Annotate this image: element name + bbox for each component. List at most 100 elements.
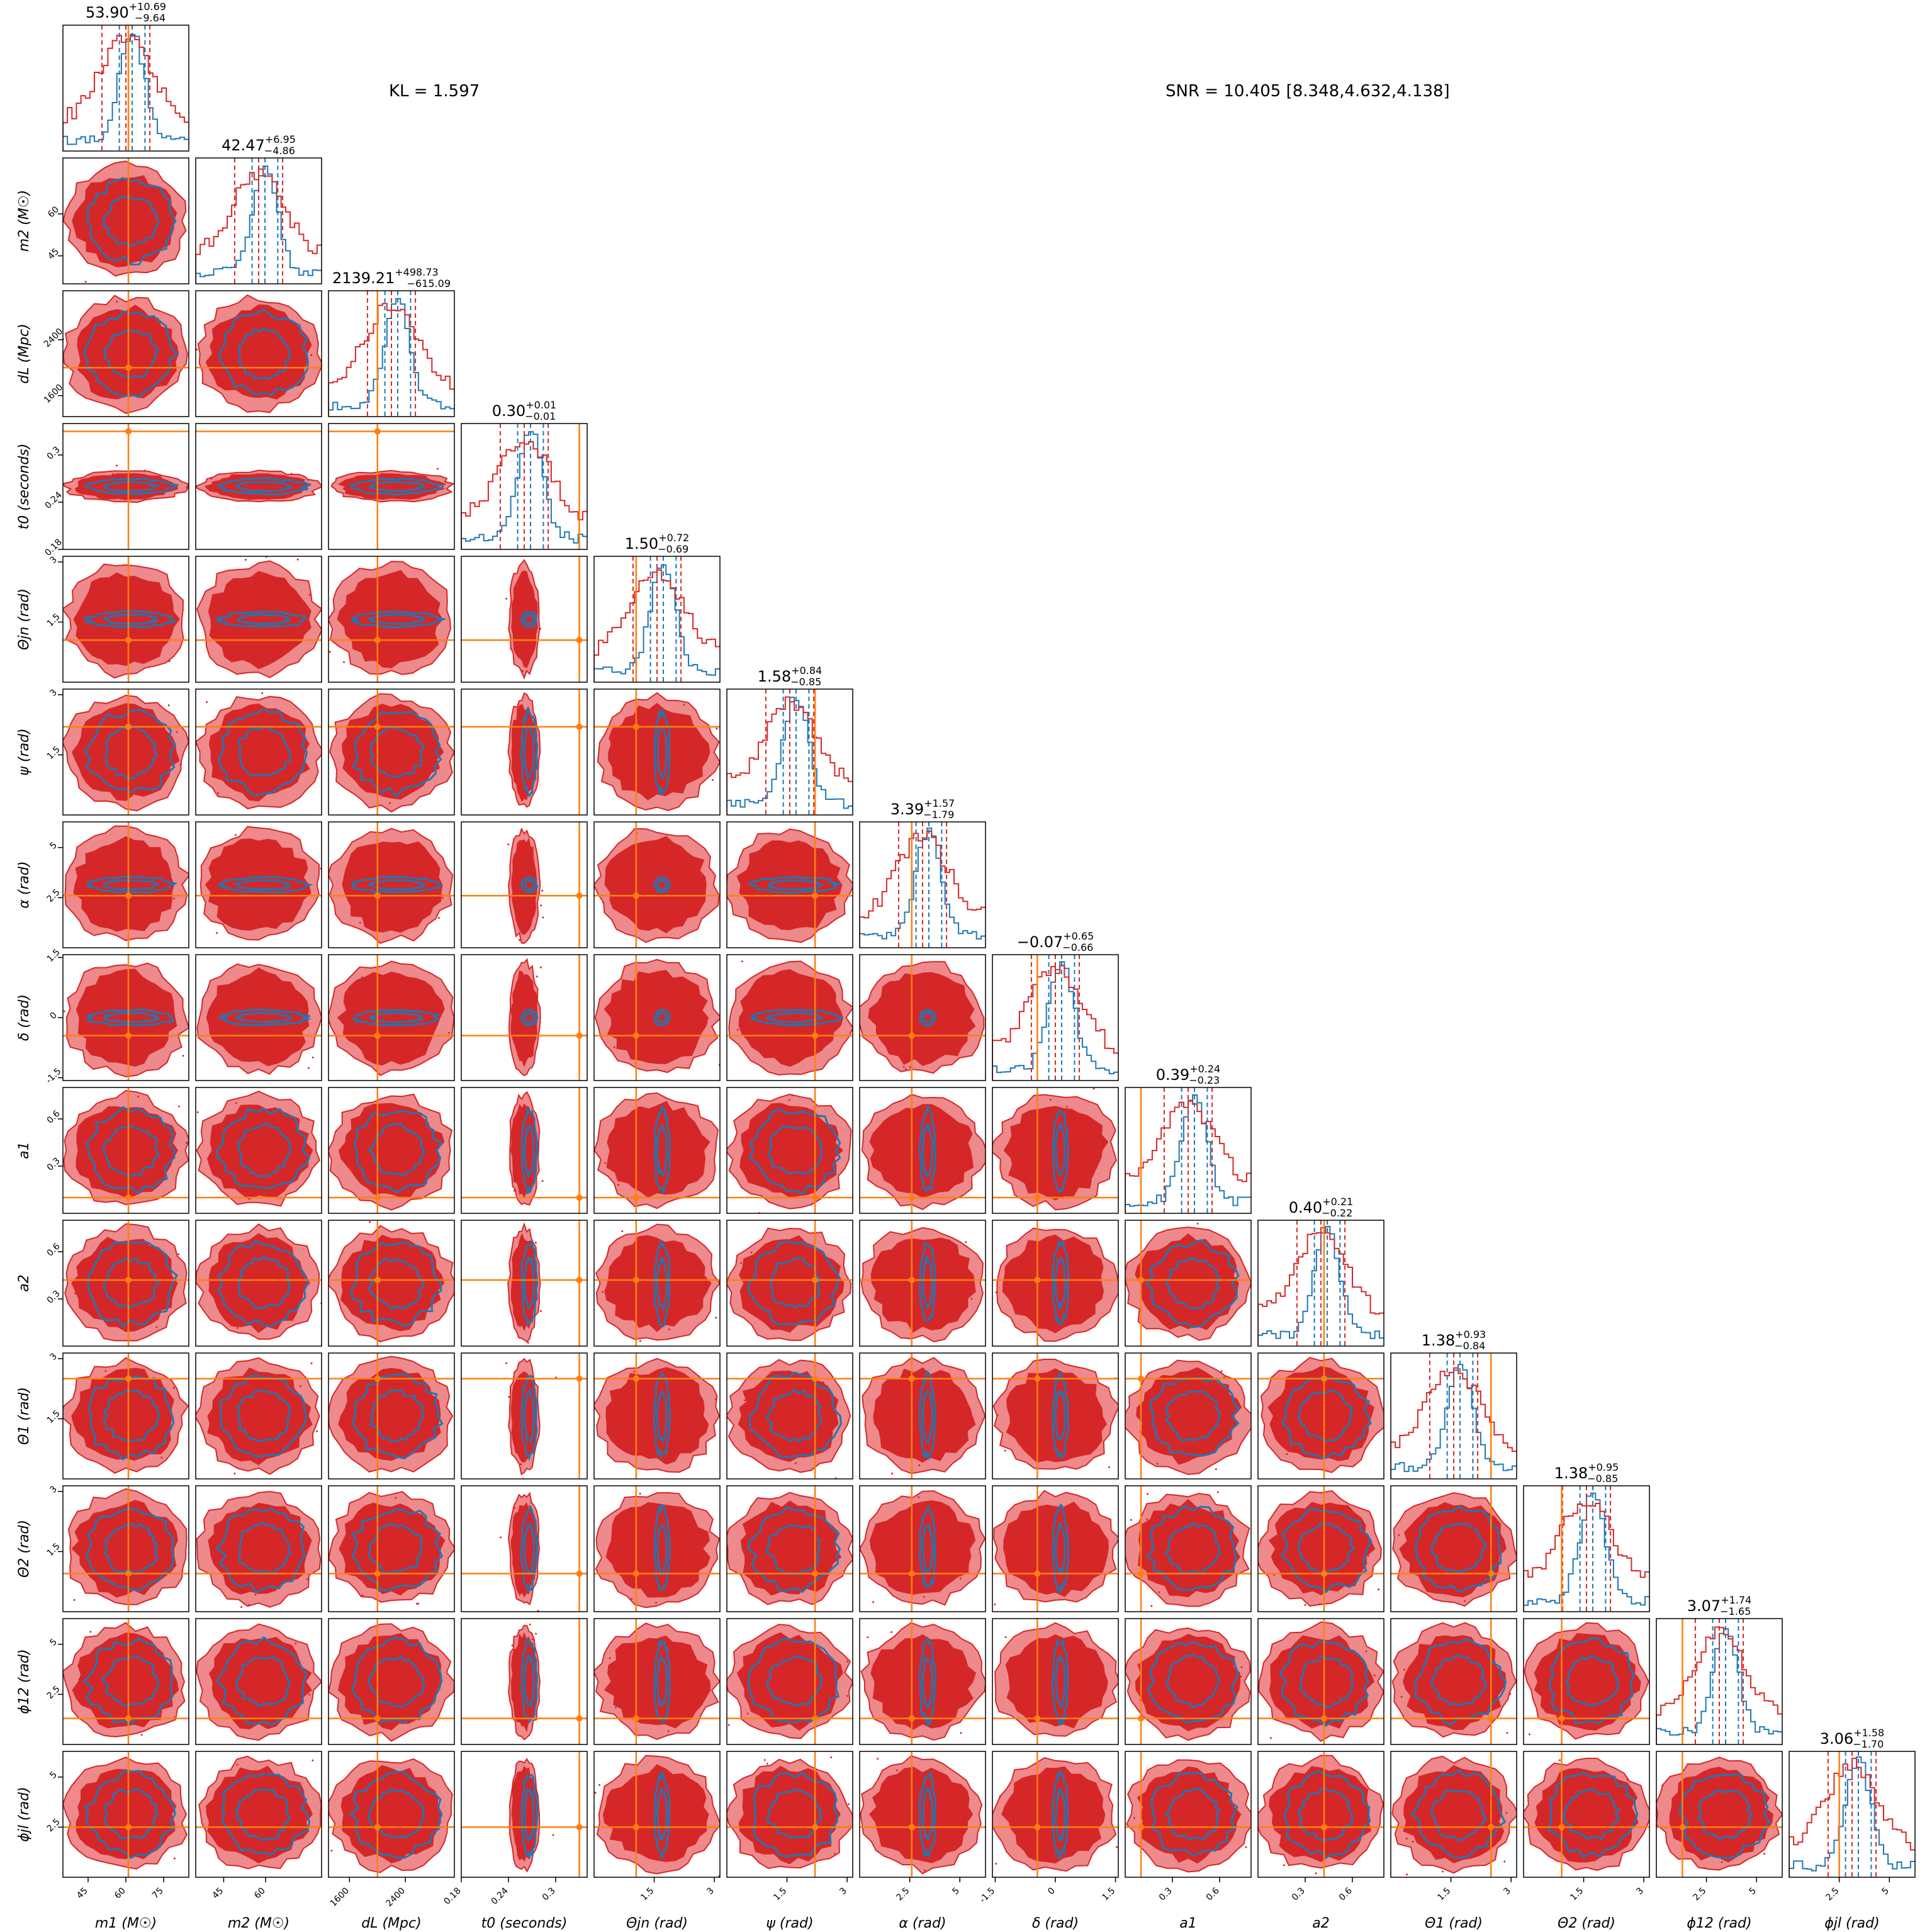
sample-point — [507, 843, 510, 846]
histogram-panel-psi: 1.58+0.84 −0.85 — [726, 665, 853, 816]
sample-point — [1763, 1853, 1765, 1855]
contour-blue — [1052, 1503, 1070, 1593]
sample-point — [273, 368, 276, 370]
sample-point — [673, 1278, 676, 1280]
sample-point — [299, 1067, 301, 1069]
sample-point — [668, 790, 670, 793]
y-tick-label: 2.5 — [45, 1817, 62, 1834]
sample-point — [1147, 1493, 1149, 1495]
sample-point — [431, 1368, 433, 1369]
sample-point — [140, 1150, 142, 1153]
sample-point — [1215, 1468, 1217, 1471]
sample-point — [1378, 1588, 1380, 1591]
contour-blue-inner — [1054, 1653, 1066, 1709]
sample-point — [759, 1551, 761, 1554]
panel-frame — [195, 1087, 322, 1214]
contour-blue-inner — [368, 1257, 424, 1311]
contour-blue — [217, 1240, 309, 1327]
sample-point — [244, 559, 247, 561]
sample-point — [1240, 1675, 1242, 1678]
sample-point — [121, 656, 124, 658]
sample-point — [145, 1523, 148, 1525]
contour-panel-dL-vs-m1: 1600 2400 dL (Mpc) — [16, 290, 189, 417]
sample-point — [684, 992, 687, 994]
sample-point — [98, 1118, 100, 1121]
sample-point — [745, 1003, 748, 1006]
sample-point — [1158, 1668, 1160, 1671]
contour-blue-inner — [368, 613, 427, 625]
contour-panel-delta-vs-psi — [726, 954, 853, 1081]
contour-blue — [653, 1104, 671, 1196]
contour-panel-phi12-vs-theta2 — [1523, 1618, 1650, 1745]
sample-point — [525, 1683, 527, 1686]
sample-point — [210, 1033, 212, 1035]
sample-point — [140, 357, 142, 360]
sample-point — [63, 1010, 65, 1013]
sample-point — [800, 1156, 802, 1159]
y-axis-label-phi12: ϕ12 (rad) — [16, 1649, 32, 1714]
y-tick-label: 0.24 — [43, 490, 64, 510]
contour-panel-theta1-vs-alpha — [859, 1352, 986, 1480]
panel-frame — [1523, 1618, 1650, 1745]
sample-point — [155, 1326, 158, 1328]
contour-blue-inner — [524, 1653, 535, 1707]
panel-frame — [195, 423, 322, 550]
contour-panel-alpha-vs-psi — [726, 821, 853, 948]
sample-point — [432, 1143, 434, 1146]
sample-point — [890, 1413, 892, 1415]
contour-blue-inner — [103, 1788, 159, 1840]
sample-point — [410, 731, 412, 733]
sample-point — [1691, 1851, 1693, 1854]
sample-point — [425, 1031, 428, 1034]
sample-point — [94, 1416, 97, 1418]
panel-frame — [62, 556, 189, 683]
sample-point — [383, 765, 385, 767]
y-tick-label: 60 — [46, 205, 61, 220]
sample-point — [903, 1247, 906, 1249]
y-axis-label-theta_jn: Θjn (rad) — [16, 588, 32, 650]
sample-point — [411, 1288, 413, 1291]
x-tick-label: 0.3 — [541, 1886, 558, 1903]
histogram-panel-a2: 0.40+0.21 −0.22 — [1257, 1196, 1384, 1347]
sample-point — [1283, 1864, 1285, 1867]
sample-point — [359, 921, 361, 924]
sample-point — [412, 984, 415, 986]
contour-blue — [918, 1105, 936, 1193]
sample-point — [1014, 1308, 1016, 1310]
sample-point — [512, 1206, 514, 1208]
contour-inner — [205, 838, 312, 931]
truth-marker — [1034, 1277, 1041, 1283]
sample-point — [890, 1631, 893, 1633]
sample-point — [602, 1291, 604, 1293]
sample-point — [519, 1643, 522, 1646]
sample-point — [1406, 1873, 1408, 1876]
contour-inner — [1669, 1766, 1773, 1863]
y-tick-label: 0.3 — [45, 445, 62, 462]
panel-frame — [1125, 1087, 1252, 1214]
sample-point — [799, 1152, 801, 1154]
contour-blue-inner — [238, 1255, 291, 1310]
sample-point — [240, 1047, 242, 1050]
contour-blue-inner — [1054, 1786, 1067, 1843]
contour-panel-theta2-vs-theta_jn — [593, 1485, 721, 1612]
panel-frame — [593, 1485, 721, 1612]
truth-marker — [374, 428, 381, 435]
x-tick-label: 0.6 — [1205, 1885, 1222, 1902]
sample-point — [432, 747, 434, 750]
contour-blue-inner — [770, 1257, 821, 1309]
sample-point — [702, 902, 704, 904]
sample-point — [602, 901, 604, 904]
sample-point — [583, 1153, 585, 1155]
sample-point — [867, 1636, 869, 1639]
sample-point — [173, 897, 176, 900]
y-axis-label-delta: δ (rad) — [16, 994, 32, 1041]
panel-frame — [195, 1352, 322, 1480]
panel-frame — [195, 1485, 322, 1612]
truth-marker — [125, 1715, 132, 1722]
panel-frame — [328, 954, 455, 1081]
sample-point — [227, 593, 230, 595]
contour-blue-inner — [766, 1655, 823, 1707]
sample-point — [131, 1000, 133, 1003]
sample-point — [1065, 1105, 1068, 1108]
sample-point — [1049, 1099, 1052, 1101]
